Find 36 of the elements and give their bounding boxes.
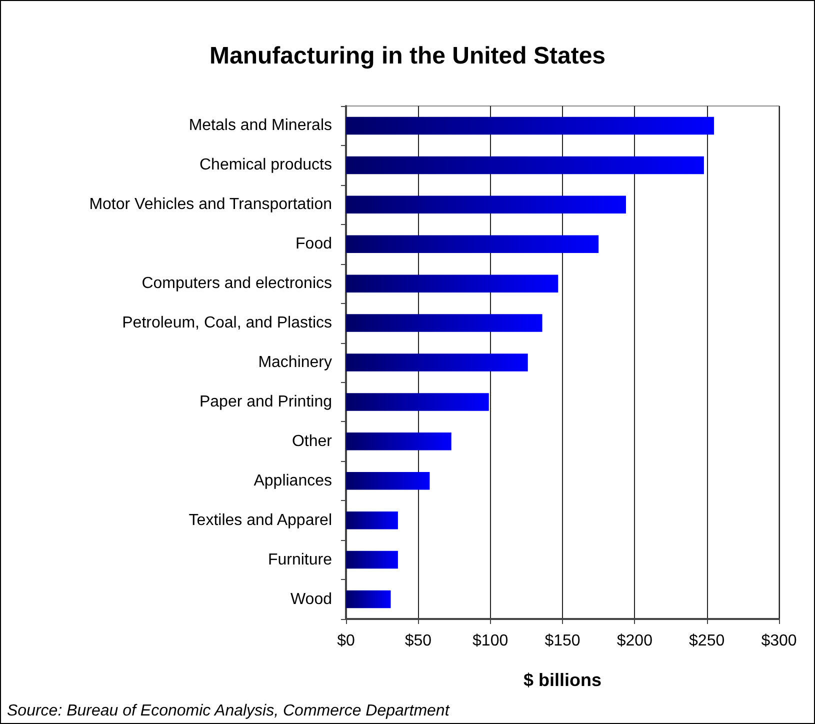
y-tick-label: Metals and Minerals [188, 117, 332, 134]
bar [346, 116, 714, 135]
y-tick-label: Other [292, 432, 333, 450]
bar [346, 314, 542, 332]
x-tick-label: $50 [404, 632, 432, 650]
y-tick-label: Motor Vehicles and Transportation [89, 196, 332, 214]
x-tick-label: $100 [472, 632, 508, 650]
bar [346, 354, 528, 372]
bar [346, 156, 704, 174]
y-tick-label: Petroleum, Coal, and Plastics [122, 314, 332, 332]
bar [346, 511, 398, 530]
bar [346, 393, 489, 411]
bar [346, 196, 626, 214]
y-tick-label: Paper and Printing [199, 393, 332, 410]
bar [346, 274, 558, 292]
chart-title: Manufacturing in the United States [209, 42, 606, 70]
y-tick-label: Furniture [268, 551, 332, 568]
bar [346, 590, 391, 608]
y-tick-label: Wood [290, 590, 332, 608]
x-tick-label: $150 [544, 632, 580, 650]
y-tick-label: Food [296, 236, 332, 253]
y-tick-label: Machinery [258, 354, 332, 371]
source-note: Source: Bureau of Economic Analysis, Commerce Department [7, 702, 450, 720]
x-tick-label: $250 [689, 632, 725, 650]
y-tick-label: Textiles and Apparel [188, 512, 332, 529]
x-tick-label: $300 [761, 632, 797, 650]
bar [346, 550, 398, 569]
bar [346, 235, 599, 253]
y-tick-label: Computers and electronics [142, 275, 332, 292]
x-axis-title: $ billions [523, 670, 602, 690]
x-tick-label: $200 [616, 632, 653, 650]
y-tick-label: Appliances [254, 472, 332, 490]
y-tick-label: Chemical products [200, 156, 332, 174]
bar [346, 472, 430, 490]
bar [346, 432, 452, 450]
x-tick-label: $0 [337, 632, 355, 650]
